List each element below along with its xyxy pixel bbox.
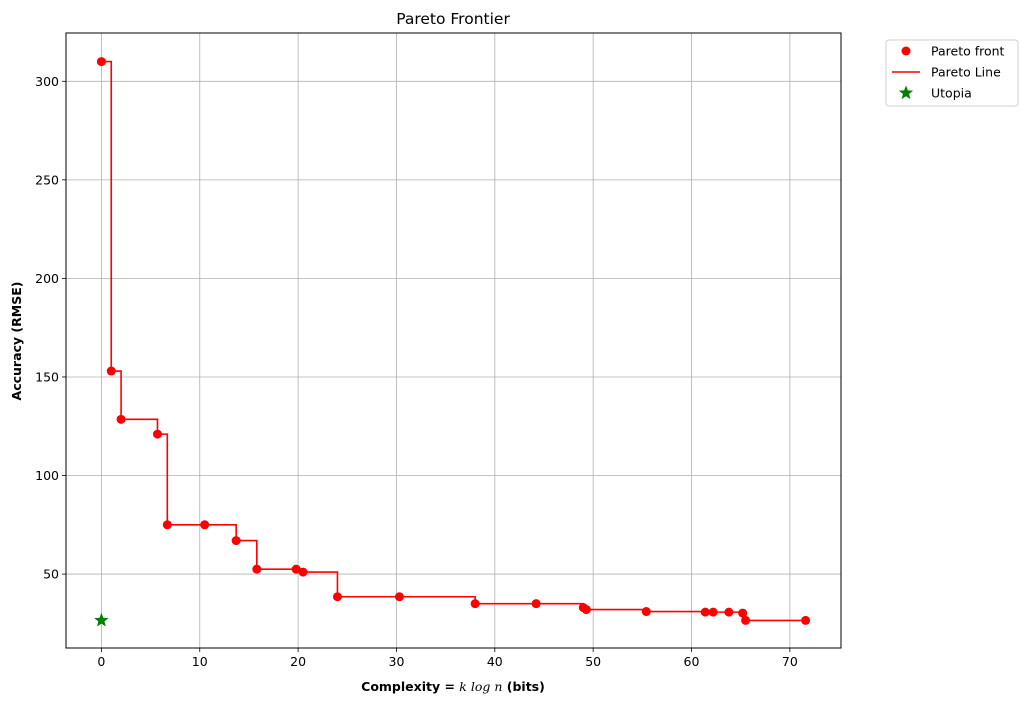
- legend-label: Pareto Line: [931, 65, 1001, 80]
- grid: [66, 33, 841, 648]
- legend-marker-pareto-front: [901, 46, 911, 56]
- pareto-line: [101, 60, 806, 622]
- y-axis-label: Accuracy (RMSE): [9, 282, 24, 401]
- pareto-front-point: [801, 615, 811, 625]
- pareto-front-point: [106, 366, 116, 376]
- pareto-front-point: [394, 592, 404, 602]
- pareto-front-point: [741, 615, 751, 625]
- y-tick-label: 300: [35, 74, 59, 89]
- x-axis-label: Complexity = k log n (bits): [361, 679, 545, 694]
- pareto-front-point: [470, 599, 480, 609]
- pareto-front-point: [96, 57, 106, 67]
- y-tick-label: 50: [43, 567, 59, 582]
- y-axis-ticks: 50 100 150 200 250 300: [35, 74, 66, 582]
- x-axis-label-prefix: Complexity =: [361, 679, 459, 694]
- x-tick-label: 40: [487, 654, 503, 669]
- pareto-front-point: [724, 607, 734, 617]
- plot-frame: [65, 32, 842, 649]
- pareto-front-point: [738, 608, 748, 618]
- utopia-series: [94, 612, 109, 627]
- x-axis-label-math: k log n: [459, 679, 502, 694]
- x-tick-label: 20: [290, 654, 306, 669]
- pareto-front-point: [162, 520, 172, 530]
- x-axis-ticks: 0 10 20 30 40 50 60 70: [97, 648, 798, 669]
- x-tick-label: 50: [585, 654, 601, 669]
- x-tick-label: 30: [389, 654, 405, 669]
- legend-marker-utopia: [898, 85, 914, 100]
- pareto-front-point: [231, 536, 241, 546]
- pareto-front-point: [116, 414, 126, 424]
- pareto-front-point: [152, 429, 162, 439]
- pareto-front-point: [581, 605, 591, 615]
- pareto-front-point: [641, 607, 651, 617]
- pareto-line-series: [101, 60, 806, 622]
- legend-box: [885, 39, 1019, 107]
- y-tick-label: 200: [35, 271, 59, 286]
- pareto-front-point: [200, 520, 210, 530]
- pareto-front-point: [252, 564, 262, 574]
- pareto-front-point: [708, 607, 718, 617]
- x-tick-label: 70: [782, 654, 798, 669]
- pareto-front-point: [332, 592, 342, 602]
- legend: Pareto front Pareto Line Utopia: [885, 39, 1019, 107]
- pareto-front-point: [298, 567, 308, 577]
- legend-label: Pareto front: [931, 44, 1005, 59]
- x-axis-label-suffix: (bits): [502, 679, 544, 694]
- x-tick-label: 0: [97, 654, 105, 669]
- x-tick-label: 10: [192, 654, 208, 669]
- pareto-front-point: [531, 599, 541, 609]
- y-tick-label: 100: [35, 468, 59, 483]
- chart-title: Pareto Frontier: [396, 10, 510, 28]
- x-tick-label: 60: [684, 654, 700, 669]
- pareto-front-series: [96, 57, 811, 625]
- legend-label: Utopia: [931, 86, 972, 101]
- utopia-star: [94, 612, 109, 627]
- y-tick-label: 250: [35, 172, 59, 187]
- pareto-front-point: [291, 564, 301, 574]
- y-tick-label: 150: [35, 369, 59, 384]
- pareto-front-point: [700, 607, 710, 617]
